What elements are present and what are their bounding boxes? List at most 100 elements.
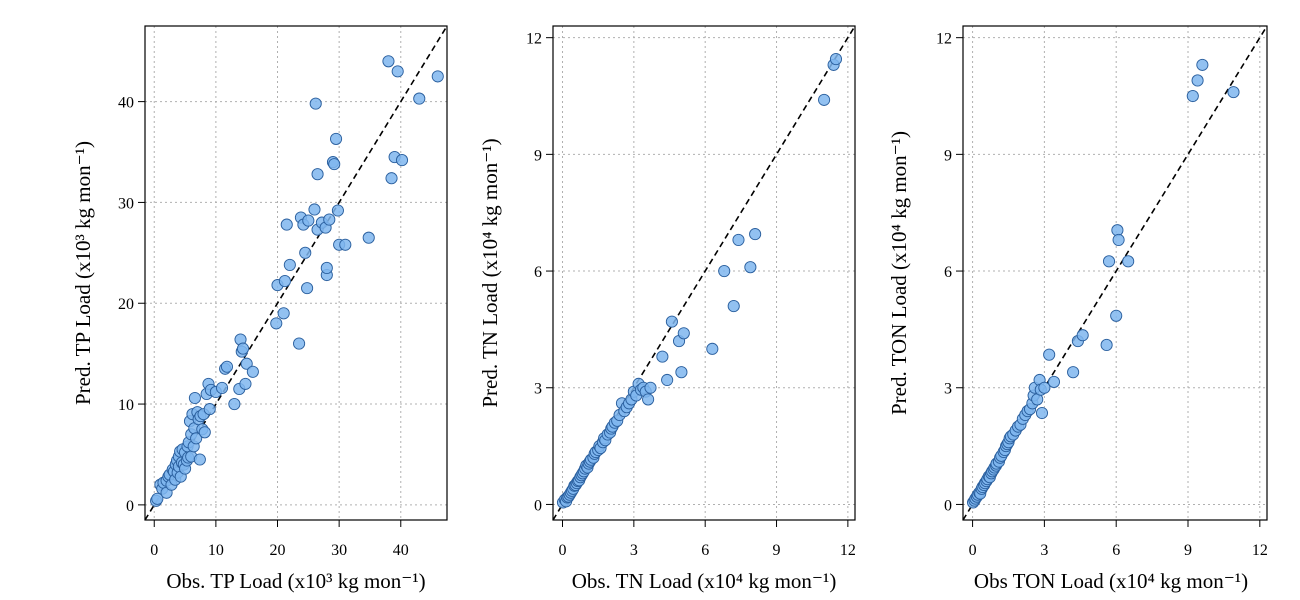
y-tick-label: 12	[936, 31, 952, 48]
data-point	[240, 357, 253, 370]
plot-frame	[962, 25, 1268, 521]
data-point	[382, 55, 395, 68]
data-point	[302, 214, 315, 227]
data-point	[413, 92, 426, 105]
data-point	[301, 282, 314, 295]
data-point	[656, 350, 669, 363]
plot-frame	[144, 25, 448, 521]
data-point	[1110, 309, 1123, 322]
y-axis-label: Pred. TON Load (x10⁴ kg mon⁻¹)	[887, 131, 911, 415]
data-point	[198, 426, 211, 439]
data-point	[744, 261, 757, 274]
data-point	[749, 228, 762, 241]
points-layer	[967, 58, 1240, 509]
data-point	[829, 53, 843, 66]
x-axis-label: Obs. TN Load (x10⁴ kg mon⁻¹)	[572, 569, 837, 593]
data-point	[391, 65, 404, 78]
x-tick-label: 20	[270, 542, 286, 559]
points-layer	[556, 53, 843, 509]
grid-layer	[553, 26, 855, 520]
one-to-one-line	[962, 25, 1268, 521]
x-axis-label: Obs. TP Load (x10³ kg mon⁻¹)	[166, 569, 425, 593]
y-tick-label: 9	[534, 147, 542, 164]
data-point	[661, 373, 674, 387]
y-tick-label: 30	[118, 195, 134, 212]
data-point	[1038, 381, 1051, 394]
data-point	[311, 168, 324, 181]
x-tick-label: 6	[1112, 542, 1120, 559]
data-point	[239, 377, 252, 390]
x-tick-label: 9	[773, 542, 781, 559]
data-point	[718, 265, 731, 278]
data-point	[293, 337, 306, 350]
data-point	[309, 97, 322, 110]
data-point	[270, 317, 283, 330]
x-tick-label: 30	[331, 542, 347, 559]
data-point	[331, 204, 344, 217]
x-tick-label: 40	[393, 542, 409, 559]
reference-line-layer	[552, 25, 856, 521]
data-point	[1186, 89, 1199, 103]
reference-line-layer	[144, 25, 448, 521]
data-point	[1047, 375, 1061, 388]
data-point	[395, 154, 409, 167]
x-tick-label: 12	[1252, 542, 1268, 559]
y-tick-label: 0	[534, 497, 542, 514]
grid-layer	[145, 26, 447, 520]
data-point	[644, 381, 657, 394]
data-point	[665, 315, 678, 328]
data-point	[330, 132, 343, 145]
data-point	[1035, 406, 1049, 420]
y-axis-label: Pred. TP Load (x10³ kg mon⁻¹)	[71, 141, 95, 405]
x-tick-label: 0	[150, 542, 158, 559]
plot-frame	[552, 25, 856, 521]
data-point	[277, 307, 290, 320]
data-point	[1112, 233, 1125, 246]
y-tick-label: 6	[534, 264, 542, 281]
data-point	[246, 365, 259, 378]
data-point	[299, 246, 312, 259]
data-point	[151, 492, 164, 505]
y-tick-label: 3	[534, 381, 542, 398]
x-tick-label: 9	[1184, 542, 1192, 559]
x-tick-label: 0	[559, 542, 567, 559]
data-point	[1122, 255, 1135, 268]
data-point	[328, 158, 341, 171]
data-point	[203, 403, 216, 416]
y-tick-label: 6	[944, 264, 952, 281]
data-point	[190, 432, 203, 445]
data-point	[193, 453, 206, 466]
axis-ticks-layer: 0 3 6 9 12 0 3 6 9 12	[936, 31, 1268, 559]
data-point	[220, 360, 234, 373]
y-tick-label: 12	[526, 31, 542, 48]
data-point	[385, 172, 398, 185]
data-point	[642, 393, 655, 406]
x-tick-label: 3	[1040, 542, 1048, 559]
data-point	[727, 300, 740, 313]
x-tick-label: 3	[630, 542, 638, 559]
data-point	[431, 70, 444, 83]
data-point	[188, 391, 201, 405]
y-tick-label: 0	[944, 497, 952, 514]
data-point	[339, 238, 352, 251]
y-tick-label: 3	[944, 381, 952, 398]
data-point	[1196, 58, 1209, 71]
data-point	[677, 327, 690, 340]
data-point	[228, 398, 241, 411]
data-point	[1043, 348, 1056, 361]
data-point	[1067, 366, 1080, 379]
x-tick-label: 12	[840, 542, 856, 559]
data-point	[308, 203, 321, 216]
y-tick-label: 10	[118, 397, 134, 414]
reference-line-layer	[962, 25, 1268, 521]
data-point	[215, 381, 229, 394]
scatter-panel-tn: 0 3 6 9 12 0 3 6 9 12 Obs. TN Load (x10⁴ kg mon⁻¹…	[478, 25, 856, 593]
data-point	[283, 258, 296, 271]
data-point	[1227, 86, 1240, 99]
y-axis-label: Pred. TN Load (x10⁴ kg mon⁻¹)	[478, 138, 502, 407]
y-tick-label: 20	[118, 296, 134, 313]
data-point	[1102, 255, 1116, 268]
data-point	[323, 213, 336, 226]
axis-ticks-layer: 0 3 6 9 12 0 3 6 9 12	[526, 31, 856, 559]
